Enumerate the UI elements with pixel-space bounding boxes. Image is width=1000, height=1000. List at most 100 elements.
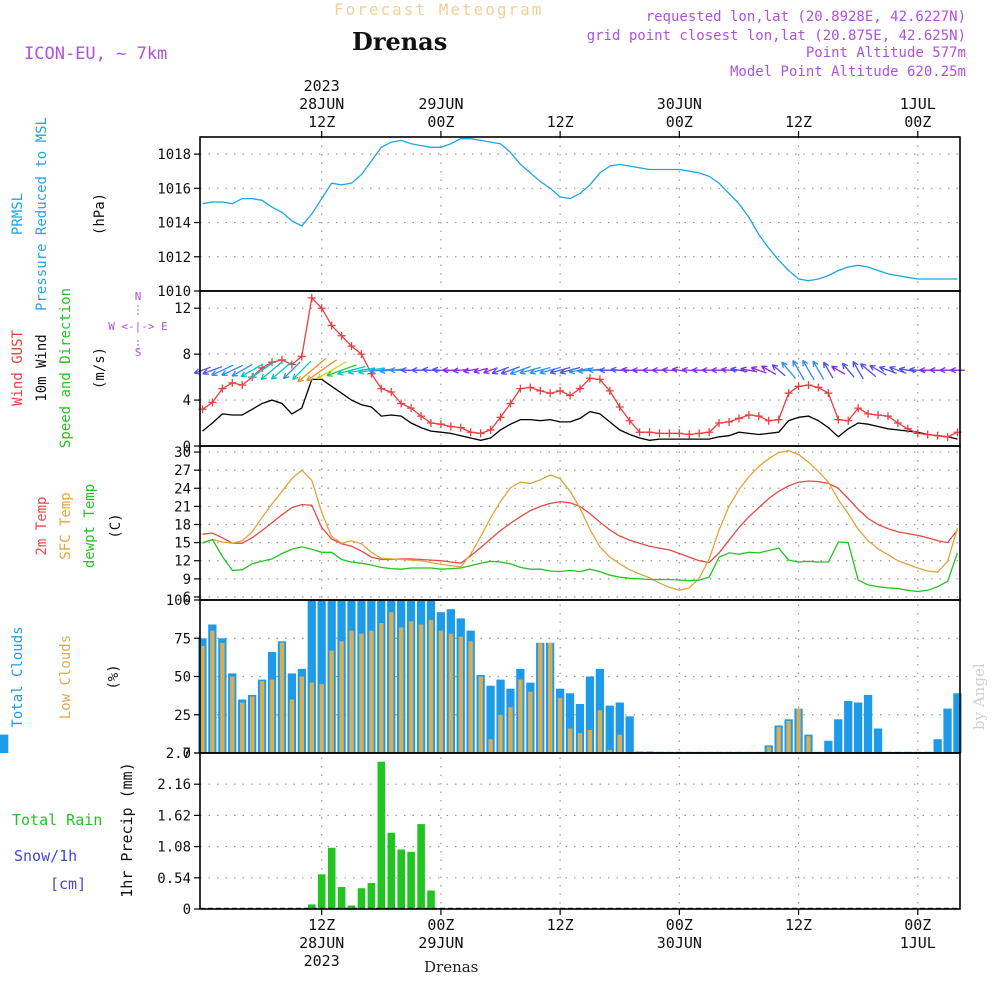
gust-marker (357, 350, 366, 359)
wind-direction-arrow (473, 367, 488, 374)
gust-marker (685, 430, 694, 439)
low-cloud-bar (796, 708, 801, 753)
gust-marker (476, 429, 485, 438)
gust-marker (585, 374, 594, 383)
gust-marker (764, 416, 773, 425)
gust-marker (854, 404, 863, 413)
y-tick-label-2-4: 18 (174, 518, 191, 534)
wind-direction-arrow (250, 361, 274, 379)
y-tick-label-2-7: 27 (174, 463, 191, 479)
low-cloud-bar (448, 633, 454, 753)
rain-bar (308, 904, 316, 909)
wind-direction-arrow (193, 366, 211, 375)
wind-direction-arrow (292, 360, 312, 381)
bottom-location: Drenas (424, 958, 479, 976)
gust-marker (675, 429, 684, 438)
wind-direction-arrow (483, 367, 498, 375)
low-cloud-bar (250, 696, 255, 753)
bottom-time-label-3-1: 30JUN (657, 934, 702, 952)
rain-bar (347, 905, 356, 909)
gust-marker (228, 378, 237, 387)
bottom-time-label-0-0: 12Z (308, 916, 335, 934)
low-cloud-bar (279, 642, 285, 753)
low-cloud-bar (240, 702, 245, 753)
y-tick-label-1-2: 8 (183, 347, 191, 363)
wind-direction-arrow (297, 358, 327, 383)
low-cloud-bar (806, 736, 811, 753)
product-title: Forecast Meteogram (334, 0, 544, 19)
low-cloud-bar (309, 682, 314, 753)
y-tick-label-4-1: 0.54 (157, 871, 191, 887)
wind-direction-arrow (792, 359, 805, 381)
total-cloud-bar (863, 694, 873, 753)
gust-marker (864, 409, 873, 418)
wind-direction-arrow (539, 366, 561, 375)
gust-marker (466, 428, 475, 437)
low-cloud-bar (220, 642, 225, 753)
low-cloud-bar (567, 728, 573, 753)
low-cloud-bar (329, 650, 334, 753)
gust-marker (665, 429, 674, 438)
wind-direction-arrow (761, 365, 777, 375)
wind-direction-arrow (463, 367, 479, 374)
gust-marker (297, 352, 306, 361)
wind-direction-arrow (610, 366, 629, 374)
gust-marker (734, 414, 743, 423)
total-cloud-bar (565, 693, 575, 753)
temp-unit: (C) (108, 513, 124, 538)
rain-bar (337, 887, 346, 909)
gust-marker (436, 420, 445, 429)
y-tick-label-3-1: 25 (174, 708, 191, 724)
rain-bar (367, 883, 376, 909)
low-cloud-bar (786, 720, 791, 753)
rain-bar (397, 849, 405, 909)
gust-marker (874, 411, 883, 419)
y-tick-label-4-5: 2.7 (166, 746, 191, 762)
gust-marker (546, 389, 555, 398)
total-cloud-bar (307, 600, 316, 753)
gust-marker (695, 429, 704, 438)
rain-bar (377, 761, 386, 909)
total-cloud-bar (0, 734, 9, 753)
wind-direction-arrow (549, 366, 571, 375)
gust-marker (635, 428, 644, 437)
model-point-altitude: Model Point Altitude 620.25m (729, 64, 966, 80)
model-label: ICON-EU, ~ 7km (24, 44, 168, 64)
bottom-time-label-1-1: 29JUN (418, 934, 463, 952)
gust-marker (516, 384, 525, 393)
dewpoint-line (202, 538, 959, 593)
y-tick-label-4-4: 2.16 (157, 777, 191, 793)
low-cloud-bar (557, 697, 563, 753)
y-tick-label-4-2: 1.08 (157, 840, 191, 856)
rain-bar (327, 847, 336, 909)
y-tick-label-1-0: 0 (183, 439, 191, 455)
gust-marker (754, 412, 763, 421)
gust-marker (705, 428, 714, 437)
gust-marker (526, 383, 535, 392)
pressure-label-b: Pressure Reduced to MSL (34, 117, 50, 311)
gust-marker (913, 429, 922, 438)
wind-direction-arrow (221, 364, 244, 376)
y-tick-label-1-1: 4 (183, 393, 191, 409)
low-cloud-bar (428, 619, 434, 753)
low-cloud-bar (389, 612, 394, 753)
wind-direction-arrow (260, 360, 284, 381)
gust-marker (446, 422, 455, 431)
total-cloud-bar (625, 716, 634, 753)
pressure-unit: (hPa) (92, 193, 108, 235)
wind-direction-arrow (202, 366, 223, 375)
gust-marker (486, 425, 495, 434)
temp-sfc-line (202, 450, 959, 591)
gust-marker (496, 413, 505, 422)
dewpoint-label: dewpt Temp (82, 484, 98, 568)
low-cloud-bar (289, 699, 295, 753)
top-time-label-3-1: 00Z (666, 113, 693, 131)
wind-direction-arrow (750, 366, 767, 374)
gust-marker (208, 398, 217, 407)
wind-direction-arrow (771, 364, 786, 377)
low-cloud-bar (518, 679, 523, 753)
low-cloud-bar (508, 707, 513, 753)
gust-marker (625, 416, 634, 425)
